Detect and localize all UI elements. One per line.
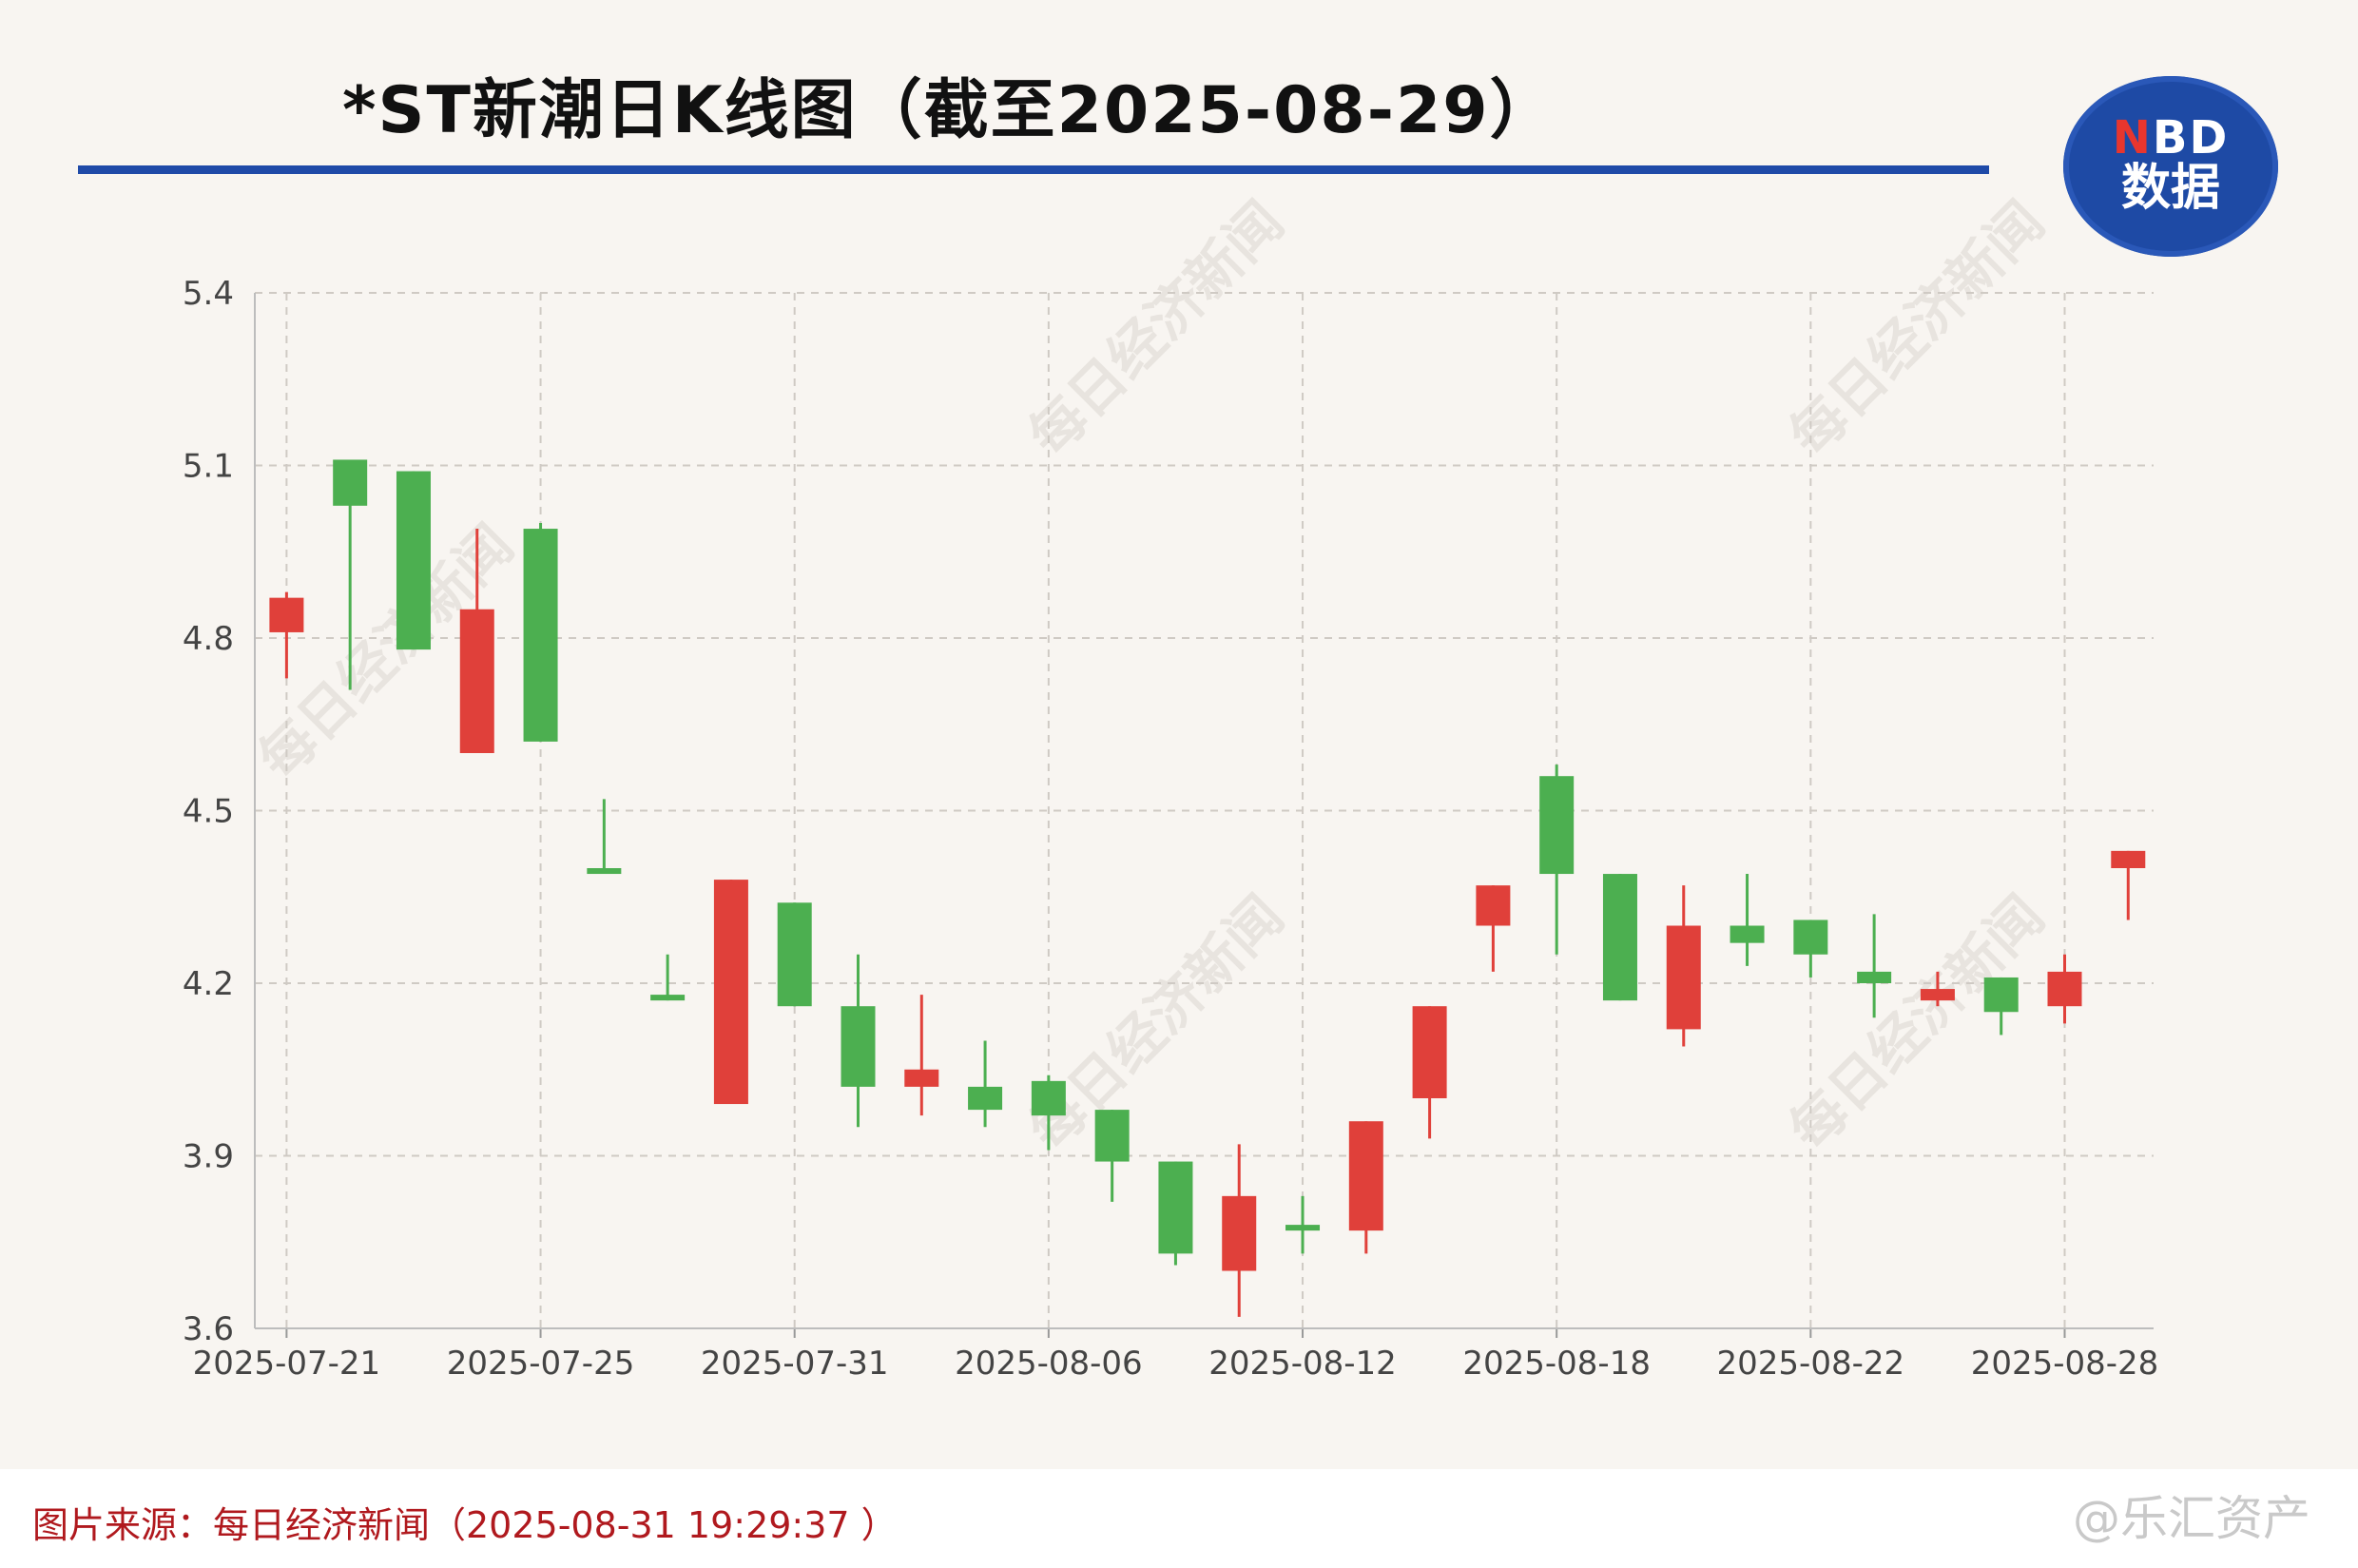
watermark-text: 每日经济新闻	[1016, 189, 1296, 469]
y-tick-label: 3.6	[183, 1310, 234, 1348]
candle-body	[1158, 1161, 1193, 1254]
candle-body	[269, 597, 304, 632]
y-tick-label: 5.1	[183, 448, 234, 486]
chart-title: *ST新潮日K线图（截至2025-08-29）	[342, 73, 1556, 148]
logo-bd: BD	[2152, 111, 2230, 165]
candle-body	[396, 471, 431, 650]
x-tick-label: 2025-07-31	[701, 1345, 889, 1383]
candle-body	[1348, 1121, 1383, 1231]
logo-n: N	[2112, 111, 2153, 165]
nbd-logo: NBD 数据	[2063, 76, 2278, 257]
candle-body	[1285, 1225, 1321, 1231]
candle-body	[650, 995, 686, 1001]
candle-body	[777, 902, 812, 1007]
candle-body	[523, 529, 558, 742]
candlestick-chart: 每日经济新闻每日经济新闻每日经济新闻每日经济新闻每日经济新闻3.63.94.24…	[183, 189, 2159, 1383]
candle-body	[1222, 1195, 1257, 1271]
candle-body	[1602, 874, 1637, 1001]
y-tick-label: 4.8	[183, 620, 234, 658]
watermark-text: 每日经济新闻	[1777, 189, 2057, 469]
candle-body	[1793, 920, 1828, 955]
candle-body	[1666, 925, 1701, 1030]
title-underline	[78, 165, 1989, 174]
x-tick-label: 2025-08-06	[955, 1345, 1143, 1383]
candle-body	[2111, 850, 2146, 868]
candle-body	[587, 868, 622, 875]
candle-body	[713, 880, 748, 1105]
y-tick-label: 5.4	[183, 275, 234, 313]
candle-body	[1730, 925, 1765, 943]
candle-body	[1920, 989, 1955, 1001]
candle-body	[1031, 1080, 1066, 1116]
x-tick-label: 2025-08-22	[1717, 1345, 1905, 1383]
candle-body	[1539, 776, 1575, 875]
x-tick-label: 2025-07-25	[447, 1345, 635, 1383]
candle-body	[1094, 1110, 1130, 1162]
candle-body	[1412, 1006, 1447, 1098]
logo-data: 数据	[2120, 160, 2220, 218]
candle-body	[904, 1069, 939, 1087]
y-tick-label: 3.9	[183, 1138, 234, 1176]
candle-body	[968, 1086, 1003, 1111]
x-tick-label: 2025-08-28	[1971, 1345, 2159, 1383]
candle-body	[1983, 977, 2019, 1013]
x-tick-label: 2025-07-21	[193, 1345, 381, 1383]
image-source: 图片来源：每日经济新闻（2025-08-31 19:29:37 ）	[32, 1504, 898, 1546]
candle-body	[459, 609, 494, 753]
candle-body	[841, 1006, 876, 1087]
candle-body	[1857, 971, 1892, 983]
x-tick-label: 2025-08-18	[1462, 1345, 1651, 1383]
chart-area: 每日经济新闻 每日经济新闻 每日经济新闻 每日经济新闻 每日经济新闻 3.6 3.9 4.2 4…	[183, 189, 2159, 1383]
footer: 图片来源：每日经济新闻（2025-08-31 19:29:37 ） @乐汇资产	[0, 1469, 2358, 1568]
watermark-text: 每日经济新闻	[1016, 883, 1296, 1163]
candle-body	[2047, 971, 2082, 1007]
candle-body	[1476, 885, 1511, 926]
y-tick-label: 4.2	[183, 965, 234, 1003]
x-tick-label: 2025-08-12	[1208, 1345, 1397, 1383]
y-tick-label: 4.5	[183, 793, 234, 831]
candle-body	[333, 459, 368, 506]
credit-watermark: @乐汇资产	[2073, 1491, 2310, 1546]
